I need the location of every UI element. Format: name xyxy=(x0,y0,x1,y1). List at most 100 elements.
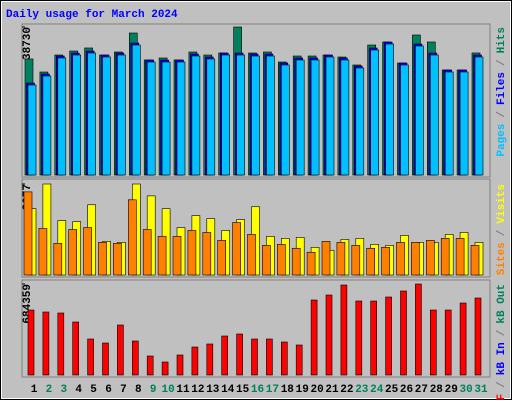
bar xyxy=(57,57,67,176)
x-tick-label: 10 xyxy=(161,384,174,396)
bar xyxy=(72,321,79,376)
legend: Sites / Visits xyxy=(496,184,508,275)
x-tick-label: 27 xyxy=(415,384,428,396)
x-tick-label: 13 xyxy=(206,384,220,396)
bar xyxy=(266,338,273,376)
legend: kB F / kB In / kB Out xyxy=(496,284,508,400)
x-tick-label: 21 xyxy=(325,384,339,396)
x-tick-label: 26 xyxy=(400,384,413,396)
bar xyxy=(83,227,92,276)
bar xyxy=(102,342,109,376)
legend-entry: Files xyxy=(496,72,508,105)
bar xyxy=(444,71,454,176)
x-tick-label: 4 xyxy=(75,384,82,396)
legend-entry: Sites xyxy=(496,242,508,275)
x-tick-label: 7 xyxy=(120,384,127,396)
x-tick-label: 31 xyxy=(474,384,488,396)
x-tick-label: 3 xyxy=(60,384,67,396)
x-tick-label: 25 xyxy=(385,384,399,396)
bar xyxy=(385,296,392,376)
bar xyxy=(113,243,122,276)
bar xyxy=(429,54,439,176)
bar xyxy=(53,243,63,276)
legend-separator: / xyxy=(496,329,508,336)
x-tick-label: 28 xyxy=(430,384,444,396)
bar xyxy=(474,297,482,376)
bar xyxy=(191,346,199,376)
x-tick-label: 22 xyxy=(340,384,353,396)
bar xyxy=(325,56,335,176)
x-tick-label: 15 xyxy=(236,384,250,396)
bar xyxy=(57,312,65,376)
bar xyxy=(87,52,96,176)
x-tick-label: 23 xyxy=(355,384,369,396)
legend-separator: / xyxy=(496,229,508,236)
bar xyxy=(221,54,230,176)
bar xyxy=(161,361,169,376)
bar xyxy=(98,242,107,276)
bar xyxy=(221,335,228,376)
x-tick-label: 9 xyxy=(150,384,157,396)
bar xyxy=(396,242,405,276)
bar xyxy=(310,59,320,176)
bar xyxy=(459,71,469,176)
bar xyxy=(351,245,361,276)
x-tick-label: 18 xyxy=(281,384,295,396)
bar xyxy=(340,284,348,376)
bar xyxy=(146,355,154,376)
bar xyxy=(440,238,450,276)
bar xyxy=(459,302,467,376)
bar xyxy=(157,236,167,276)
bar xyxy=(68,229,77,276)
x-tick-label: 16 xyxy=(251,384,264,396)
x-tick-label: 5 xyxy=(90,384,97,396)
bar xyxy=(117,54,126,176)
bar xyxy=(72,54,81,176)
x-tick-label: 8 xyxy=(135,384,142,396)
bar xyxy=(336,242,346,276)
bar xyxy=(217,240,226,276)
legend: Pages / Files / Hits xyxy=(496,27,508,157)
bar xyxy=(455,238,465,276)
bar xyxy=(370,49,380,176)
bar xyxy=(425,240,435,276)
bar xyxy=(266,55,275,176)
bar xyxy=(280,64,290,176)
x-tick-label: 30 xyxy=(459,384,472,396)
x-tick-label: 2 xyxy=(46,384,53,396)
bar xyxy=(251,55,260,176)
bar xyxy=(340,59,350,176)
bar xyxy=(176,61,186,176)
bar xyxy=(232,222,241,276)
x-tick-label: 17 xyxy=(266,384,279,396)
bar xyxy=(295,59,305,176)
bar xyxy=(132,44,141,176)
legend-separator: / xyxy=(496,381,508,388)
bar xyxy=(321,241,331,276)
bar xyxy=(411,242,420,276)
bar xyxy=(206,343,214,376)
x-tick-label: 20 xyxy=(310,384,323,396)
bar xyxy=(146,61,156,176)
bar xyxy=(310,299,318,376)
legend-entry: kB F xyxy=(496,394,508,400)
x-tick-label: 14 xyxy=(221,384,235,396)
bar xyxy=(355,300,363,376)
bar xyxy=(27,309,35,376)
bar xyxy=(276,244,286,276)
bar xyxy=(27,84,37,176)
bar xyxy=(415,283,422,376)
bar xyxy=(176,354,184,376)
bar xyxy=(236,333,243,376)
x-tick-label: 29 xyxy=(445,384,458,396)
bar xyxy=(142,229,152,276)
bar xyxy=(117,324,124,376)
bar xyxy=(191,55,201,176)
bar xyxy=(262,245,271,276)
chart-title: Daily usage for March 2024 xyxy=(6,9,178,21)
bar xyxy=(370,300,378,376)
bar xyxy=(187,230,197,276)
bar xyxy=(295,344,303,376)
